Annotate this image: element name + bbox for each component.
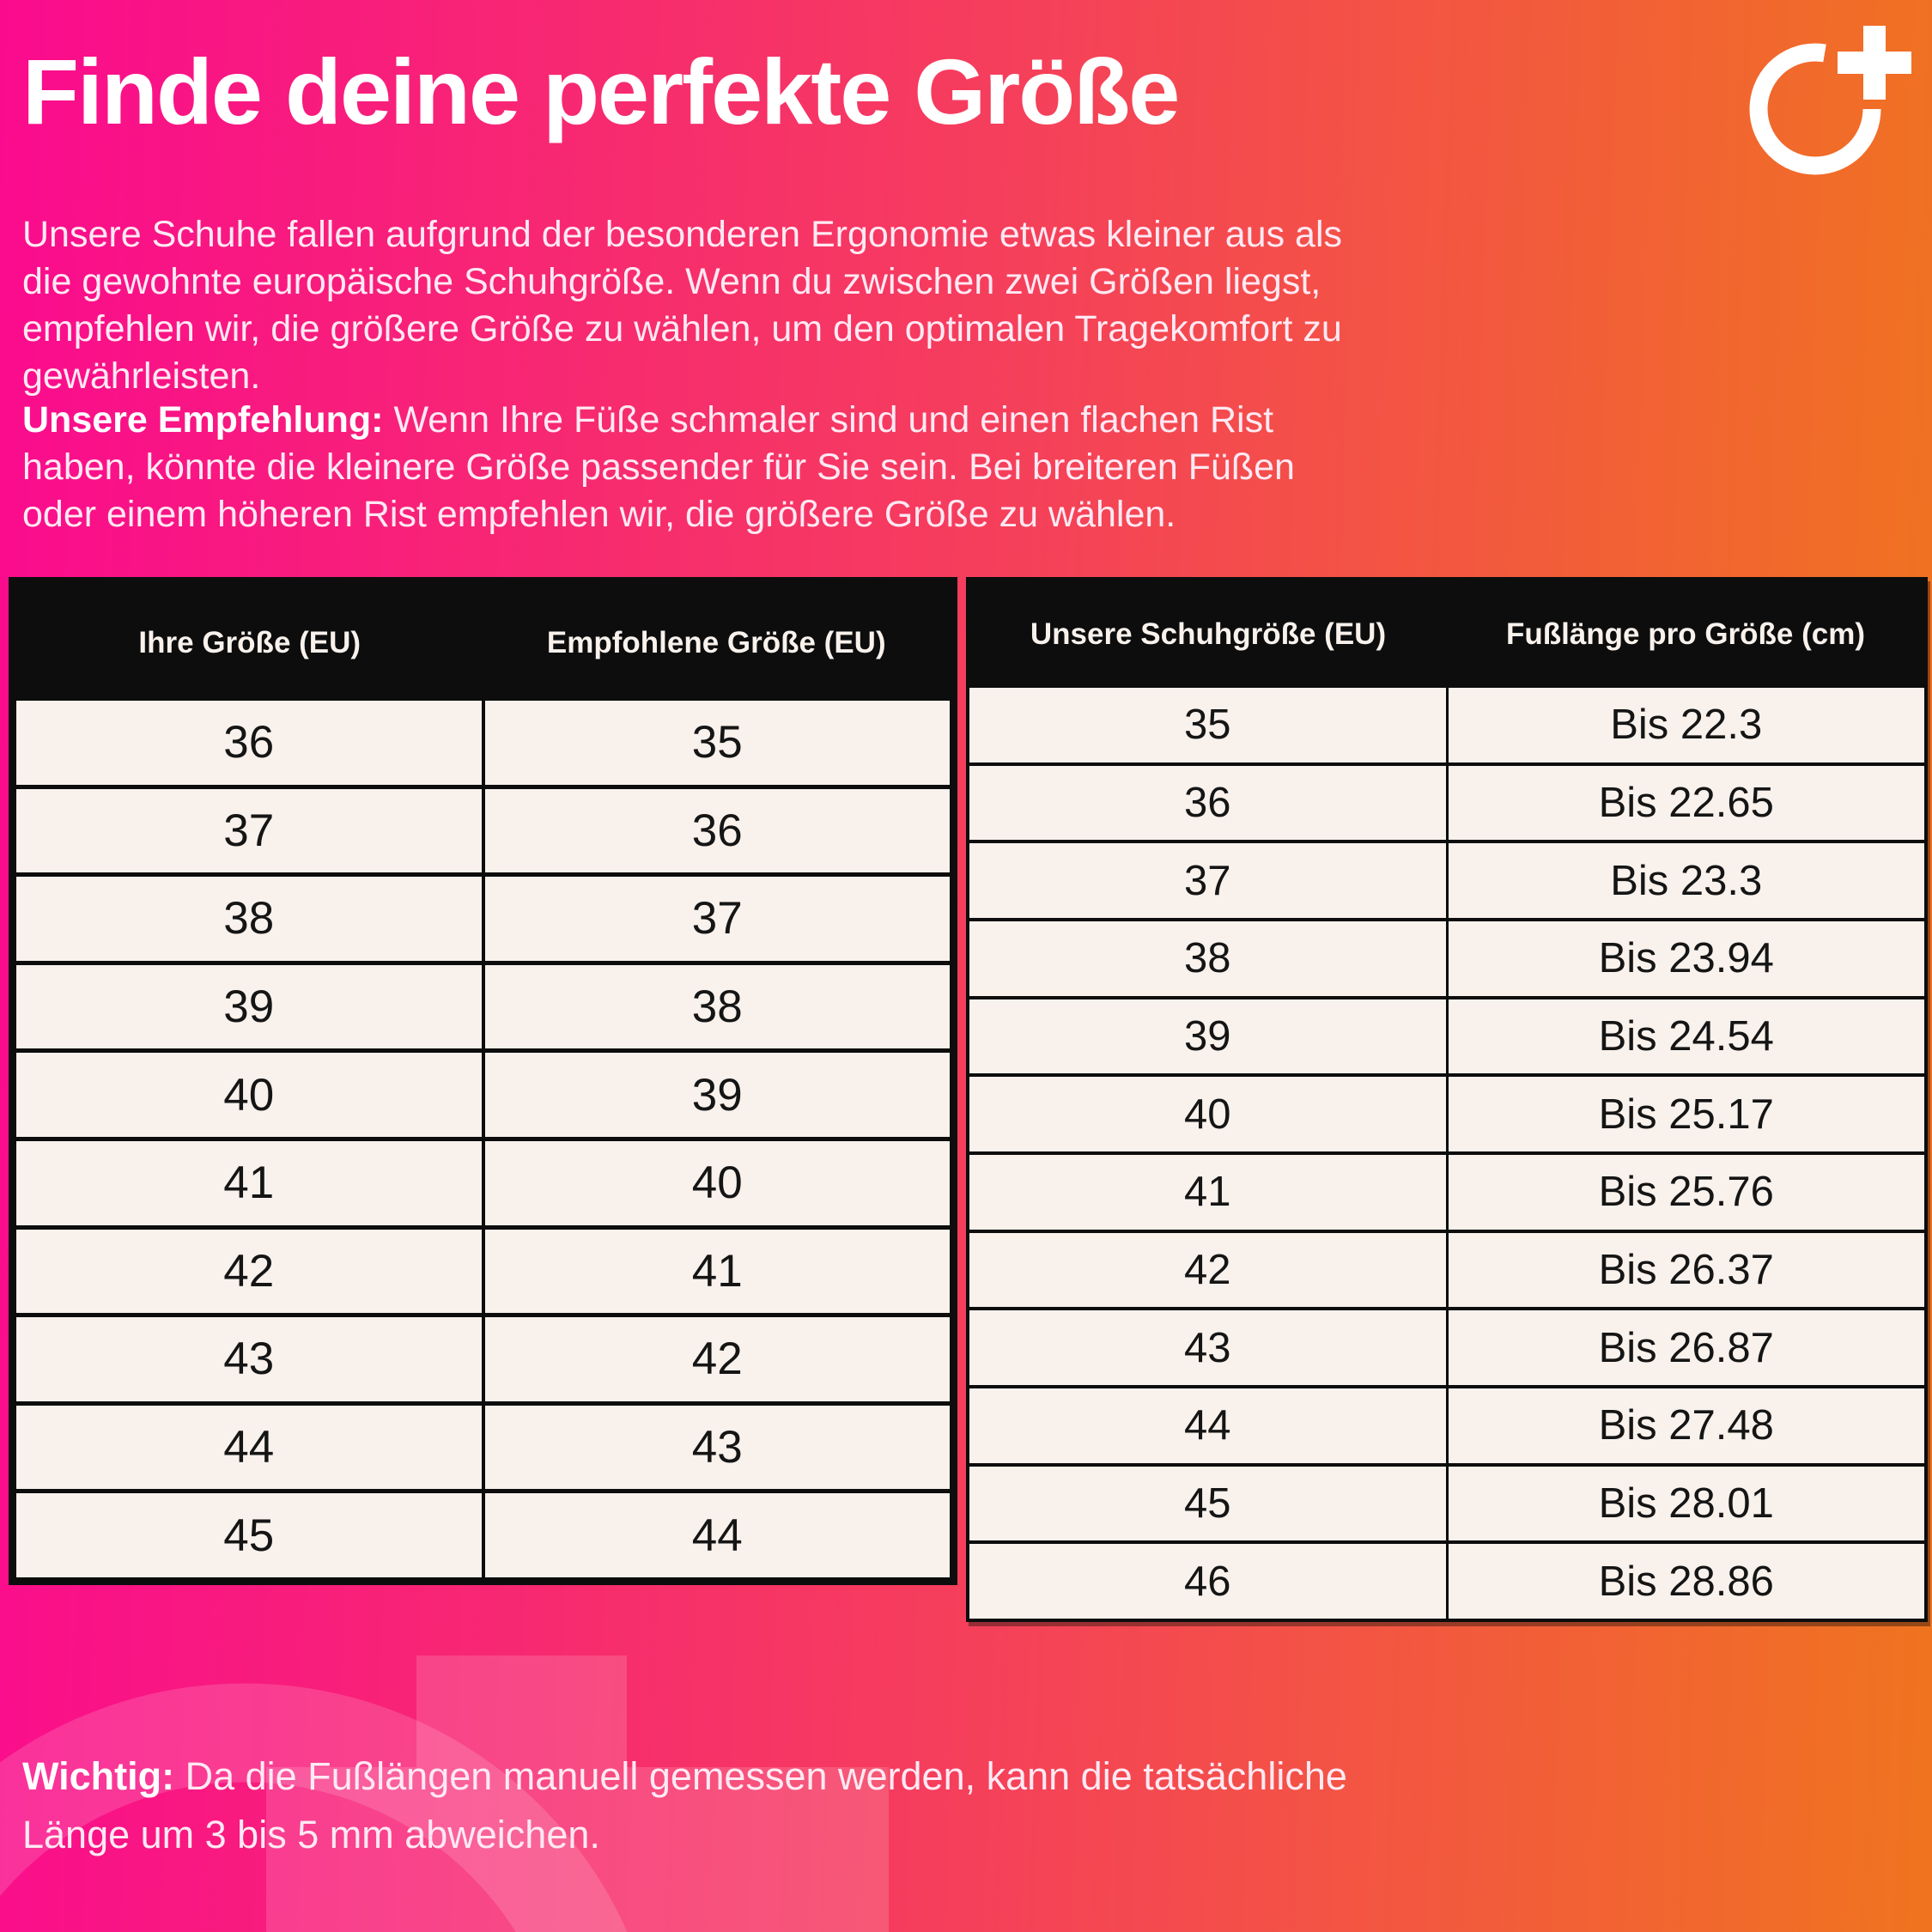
table-row: 40 Bis 25.17 [969,1073,1925,1152]
circle-plus-logo-icon [1749,26,1911,175]
size-conversion-table-header: Ihre Größe (EU) Empfohlene Größe (EU) [16,585,950,701]
table-cell: Bis 23.94 [1445,921,1925,996]
table-cell: 38 [1183,935,1231,982]
footer-note-label: Wichtig: [22,1754,175,1798]
table-cell: 38 [481,964,951,1049]
table-cell: 42 [1183,1247,1231,1294]
footer-note-text: Da die Fußlängen manuell gemessen werden… [22,1754,1347,1856]
table-cell: Bis 23.3 [1445,843,1925,919]
table-row: 39 38 [16,960,951,1049]
table-cell: 41 [1183,1169,1231,1216]
table-row: 44 Bis 27.48 [969,1385,1924,1463]
table-cell: 42 [223,1245,275,1297]
table-row: 37 36 [16,784,951,873]
table-cell: 35 [481,701,951,785]
table-cell: 39 [481,1053,951,1137]
table-cell: Bis 22.65 [1445,765,1925,841]
table-cell: 37 [1183,857,1231,904]
size-conversion-table-body: 36 35 37 36 38 37 39 38 40 39 41 40 42 41 43 42 44 43 45 44 [16,701,950,1577]
table-cell: Bis 22.3 [1445,688,1925,762]
table-cell: Bis 28.86 [1445,1544,1925,1619]
table-cell: 40 [481,1140,951,1225]
table-cell: 45 [223,1510,275,1561]
foot-length-table: Unsere Schuhgröße (EU) Fußlänge pro Größ… [966,577,1928,1622]
table-row: 43 42 [16,1313,950,1401]
column-header-our-shoe-size: Unsere Schuhgröße (EU) [1030,617,1387,651]
table-cell: 46 [1183,1558,1231,1605]
table-cell: 43 [223,1334,275,1385]
table-cell: Bis 26.37 [1445,1232,1925,1308]
table-row: 38 37 [16,872,950,961]
table-cell: 36 [223,717,275,769]
table-row: 45 Bis 28.01 [969,1462,1925,1541]
table-cell: 43 [1183,1324,1231,1371]
table-cell: 40 [1183,1091,1231,1138]
table-row: 42 41 [16,1224,951,1314]
table-cell: Bis 25.76 [1445,1155,1925,1230]
size-conversion-table: Ihre Größe (EU) Empfohlene Größe (EU) 36… [9,577,957,1585]
table-cell: 41 [481,1229,951,1314]
column-header-foot-length: Fußlänge pro Größe (cm) [1505,617,1866,651]
table-row: 41 40 [16,1136,951,1225]
table-cell: 39 [1183,1013,1231,1060]
table-row: 41 Bis 25.76 [969,1151,1924,1230]
footer-note: Wichtig: Da die Fußlängen manuell gemess… [22,1747,1413,1863]
recommendation-label: Unsere Empfehlung: [22,399,384,440]
table-row: 40 39 [16,1048,950,1137]
column-header-recommended-size: Empfohlene Größe (EU) [546,625,886,659]
foot-length-table-body: 35 Bis 22.3 36 Bis 22.65 37 Bis 23.3 38 Bis 23.… [969,688,1924,1619]
column-header-your-size: Ihre Größe (EU) [138,625,361,659]
table-cell: 43 [481,1405,951,1490]
table-row: 36 Bis 22.65 [969,762,1924,841]
table-cell: 35 [1183,702,1231,749]
table-cell: 44 [1183,1402,1231,1449]
table-row: 45 44 [16,1489,950,1577]
table-cell: 37 [481,877,951,961]
table-cell: 39 [223,981,275,1033]
table-cell: 44 [223,1422,275,1473]
table-row: 38 Bis 23.94 [969,918,1924,996]
recommendation-text: Wenn Ihre Füße schmaler sind und einen f… [22,399,1295,536]
table-cell: 36 [481,788,951,873]
page-title: Finde deine perfekte Größe [22,39,1180,143]
table-cell: 37 [223,805,275,856]
table-cell: 36 [1183,780,1231,826]
table-row: 46 Bis 28.86 [969,1540,1924,1619]
recommendation-paragraph: Unsere Empfehlung: Wenn Ihre Füße schmal… [22,397,1366,538]
foot-length-table-header: Unsere Schuhgröße (EU) Fußlänge pro Größ… [969,580,1924,688]
table-cell: 42 [481,1317,951,1401]
table-row: 36 35 [16,701,950,785]
table-row: 39 Bis 24.54 [969,995,1925,1074]
table-row: 43 Bis 26.87 [969,1307,1925,1386]
table-row: 37 Bis 23.3 [969,840,1925,919]
table-cell: 45 [1183,1480,1231,1528]
table-cell: Bis 26.87 [1445,1310,1925,1386]
table-cell: Bis 27.48 [1445,1388,1925,1463]
intro-paragraph: Unsere Schuhe fallen aufgrund der besond… [22,214,1342,398]
table-cell: Bis 25.17 [1445,1077,1925,1152]
table-cell: Bis 28.01 [1445,1466,1925,1541]
table-row: 42 Bis 26.37 [969,1229,1925,1308]
table-cell: 40 [223,1069,275,1121]
table-cell: 44 [481,1493,951,1577]
table-row: 35 Bis 22.3 [969,688,1924,762]
table-cell: 38 [223,893,275,945]
table-cell: Bis 24.54 [1445,999,1925,1074]
table-row: 44 43 [16,1400,951,1490]
table-cell: 41 [223,1157,275,1209]
